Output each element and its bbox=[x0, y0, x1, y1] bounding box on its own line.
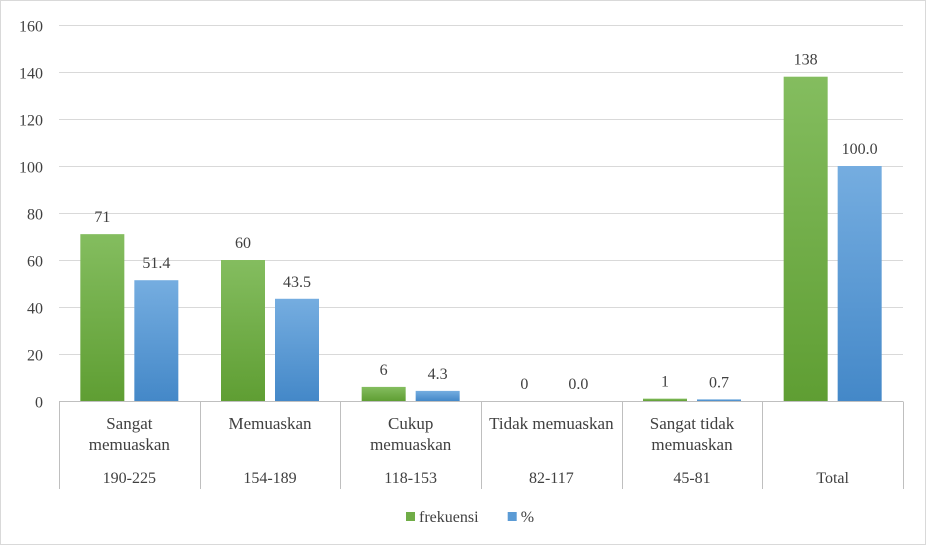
data-label: 51.4 bbox=[142, 255, 170, 272]
data-label: 6 bbox=[380, 362, 388, 379]
data-label: 0.7 bbox=[709, 374, 729, 391]
category-range-label: 82-117 bbox=[529, 470, 574, 487]
bar-% bbox=[415, 390, 460, 401]
category-range-label: 118-153 bbox=[384, 470, 437, 487]
category-label: Memuaskan bbox=[228, 414, 312, 433]
legend-label: frekuensi bbox=[419, 509, 479, 526]
data-labels: 71 51.4 60 43.5 6 4.3 0 0.0 1 0.7 138 100.0 bbox=[94, 52, 877, 393]
bar-% bbox=[837, 166, 882, 401]
category-range-label: 154-189 bbox=[243, 470, 296, 487]
bars bbox=[80, 76, 882, 401]
y-tick-label: 100 bbox=[19, 160, 43, 177]
legend-swatch-% bbox=[507, 512, 517, 521]
category-label: memuaskan bbox=[651, 435, 733, 454]
data-label: 43.5 bbox=[283, 274, 311, 291]
data-label: 0.0 bbox=[568, 376, 588, 393]
category-range-label: 190-225 bbox=[103, 470, 156, 487]
category-range-label: 45-81 bbox=[673, 470, 710, 487]
bar-frekuensi bbox=[221, 260, 265, 401]
category-label: Sangat tidak bbox=[650, 414, 735, 433]
gridlines bbox=[59, 25, 903, 355]
data-label: 4.3 bbox=[428, 366, 448, 383]
bar-frekuensi bbox=[643, 398, 687, 401]
y-axis-ticks: 0 20 40 60 80 100 120 140 160 bbox=[19, 19, 43, 412]
legend-label: % bbox=[521, 509, 534, 526]
data-label: 100.0 bbox=[842, 141, 878, 158]
y-tick-label: 60 bbox=[27, 254, 43, 271]
y-tick-label: 120 bbox=[19, 113, 43, 130]
category-label: memuaskan bbox=[89, 435, 171, 454]
y-tick-label: 40 bbox=[27, 301, 43, 318]
category-label: Tidak memuaskan bbox=[489, 414, 614, 433]
category-label: memuaskan bbox=[370, 435, 452, 454]
bar-% bbox=[275, 298, 319, 401]
bar-% bbox=[697, 399, 741, 401]
category-axis: Sangat memuaskan 190-225 Memuaskan 154-189 Cu… bbox=[59, 401, 904, 489]
bar-frekuensi bbox=[783, 76, 828, 401]
bar-frekuensi bbox=[361, 386, 406, 401]
category-label: Sangat bbox=[106, 414, 153, 433]
y-tick-label: 20 bbox=[27, 348, 43, 365]
y-tick-label: 80 bbox=[27, 207, 43, 224]
data-label: 71 bbox=[94, 209, 110, 226]
data-label: 1 bbox=[661, 374, 669, 391]
y-tick-label: 140 bbox=[19, 66, 43, 83]
data-label: 60 bbox=[235, 235, 251, 252]
category-range-label: Total bbox=[816, 470, 849, 487]
data-label: 138 bbox=[794, 52, 818, 69]
bar-% bbox=[134, 280, 179, 401]
bar-frekuensi bbox=[80, 234, 125, 401]
data-label: 0 bbox=[520, 376, 528, 393]
legend: frekuensi% bbox=[406, 509, 534, 526]
y-tick-label: 0 bbox=[35, 395, 43, 412]
y-tick-label: 160 bbox=[19, 19, 43, 36]
category-label: Cukup bbox=[388, 414, 433, 433]
legend-swatch-frekuensi bbox=[406, 512, 415, 521]
